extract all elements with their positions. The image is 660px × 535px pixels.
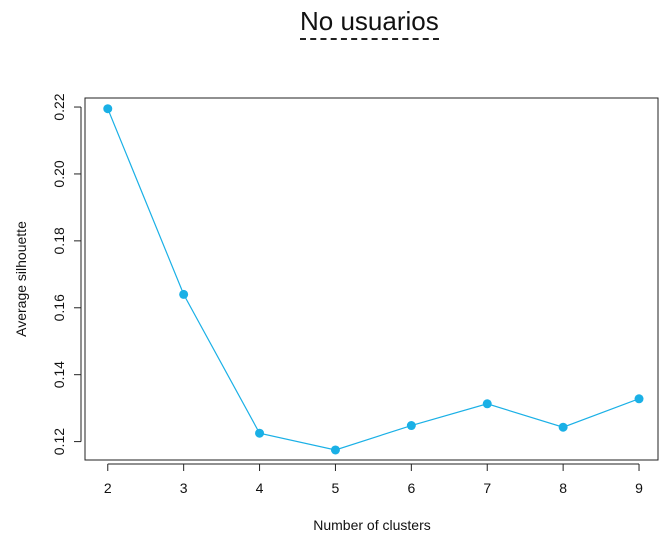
y-tick-label: 0.12 xyxy=(51,428,67,455)
x-axis-label: Number of clusters xyxy=(313,517,430,533)
y-tick-label: 0.20 xyxy=(51,160,67,187)
data-point xyxy=(330,445,340,455)
data-point xyxy=(255,428,265,438)
x-tick-label: 5 xyxy=(332,480,340,496)
data-points xyxy=(103,104,644,455)
x-tick-label: 6 xyxy=(407,480,415,496)
x-tick-label: 9 xyxy=(635,480,643,496)
data-point xyxy=(103,104,113,114)
data-point xyxy=(179,289,189,299)
x-axis: 2 3 4 5 6 7 8 9 xyxy=(104,463,643,496)
x-tick-label: 3 xyxy=(180,480,188,496)
x-tick-label: 8 xyxy=(559,480,567,496)
data-point xyxy=(634,394,644,404)
y-tick-label: 0.18 xyxy=(51,227,67,254)
x-tick-label: 4 xyxy=(256,480,264,496)
y-axis: 0.12 0.14 0.16 0.18 0.20 0.22 xyxy=(51,93,82,455)
x-tick-label: 2 xyxy=(104,480,112,496)
x-tick-label: 7 xyxy=(483,480,491,496)
y-tick-label: 0.14 xyxy=(51,361,67,388)
y-tick-label: 0.22 xyxy=(51,93,67,120)
y-axis-label: Average silhouette xyxy=(13,221,29,337)
plot-frame xyxy=(84,97,659,461)
page-title: No usuarios xyxy=(300,4,439,40)
series-line xyxy=(107,108,640,451)
data-point xyxy=(406,421,416,431)
y-tick-label: 0.16 xyxy=(51,294,67,321)
data-point xyxy=(558,422,568,432)
data-point xyxy=(482,399,492,409)
